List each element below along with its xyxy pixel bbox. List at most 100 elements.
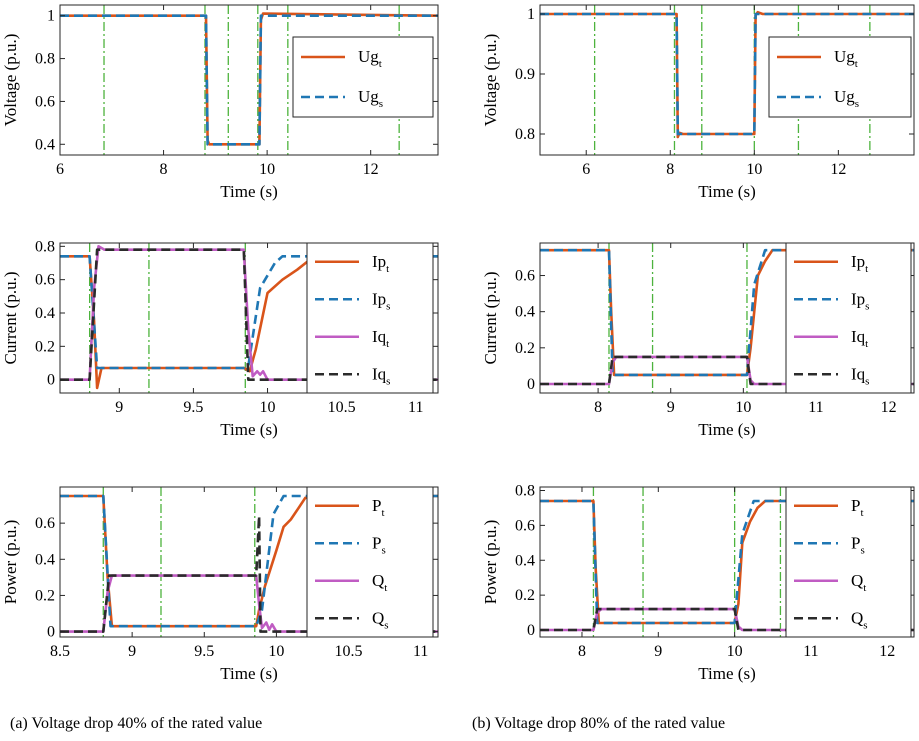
axes-frame [539,4,915,156]
x-tick-label: 12 [830,161,846,178]
x-tick-label: 11 [803,643,818,660]
caption-right: (b) Voltage drop 80% of the rated value [472,715,726,732]
axes-frame [539,486,915,638]
legend: Pt Ps Qt Qs [785,486,912,638]
x-tick-label: 9 [128,643,136,660]
legend-label: Pt [851,496,864,519]
x-tick-label: 12 [879,643,895,660]
chart-panel-6: 8 9 10 11 12 0 0.2 0.4 0.6 0.8 Time (s) Power (p.u.… [481,482,915,683]
x-axis-label: Time (s) [220,182,277,201]
chart-panel-1: 6 8 10 12 0.4 0.6 0.8 1 Time (s) Voltage (p.u.) Ug… [1,4,439,201]
series-line-ip-s [540,248,914,377]
x-tick-label: 11 [808,399,823,416]
y-tick-label: 0 [527,376,535,393]
x-tick-label: 9.5 [194,643,214,660]
series-line-iq-t [60,245,438,382]
x-tick-label: 8 [578,643,586,660]
chart-panel-4: 8 9 10 11 12 0 0.2 0.4 0.6 Time (s) Current (p.u.)… [481,242,915,439]
axes-frame [59,4,439,156]
x-tick-label: 12 [363,161,379,178]
series-line-p-s [540,499,914,625]
x-axis-label: Time (s) [698,182,755,201]
legend-label: Pt [372,496,385,519]
legend-label: Qs [851,608,868,631]
series-line-iq-s [540,355,914,386]
x-tick-label: 9 [667,399,675,416]
x-tick-label: 8 [594,399,602,416]
axes-frame [59,242,439,394]
y-tick-label: 0.8 [35,51,55,68]
y-tick-label: 0 [47,624,55,641]
series-line-q-s [60,514,438,633]
y-tick-label: 0.2 [515,340,535,357]
y-tick-label: 1 [527,6,535,23]
legend: Ipt Ips Iqt Iqs [306,242,434,394]
legend-label: Qs [372,608,389,631]
legend: Ipt Ips Iqt Iqs [785,242,912,394]
x-tick-label: 11 [408,399,423,416]
series-line-ug-s [540,12,914,136]
legend: Ugt Ugs [292,36,434,118]
x-tick-label: 10 [260,399,276,416]
y-tick-label: 0.6 [35,93,55,110]
y-axis-label: Voltage (p.u.) [1,34,20,127]
y-axis-label: Power (p.u.) [1,520,20,605]
series-line-iq-s [60,248,438,382]
legend-label: Ipt [372,252,389,275]
legend-label: Iqs [372,364,390,387]
series-line-p-t [60,494,438,628]
x-tick-label: 10 [746,161,762,178]
x-tick-label: 6 [56,161,64,178]
y-tick-label: 0.4 [35,305,55,322]
y-axis-label: Power (p.u.) [481,520,500,605]
legend-label: Iqs [851,364,869,387]
legend-label: Iqt [372,327,389,350]
series-line-q-s [540,607,914,632]
x-tick-label: 10.5 [328,399,356,416]
axes-frame [539,242,915,394]
x-tick-label: 11 [413,643,428,660]
x-axis-label: Time (s) [220,420,277,439]
chart-panel-5: 8.5 9 9.5 10 10.5 11 0 0.2 0.4 0.6 Time (s) Power (… [1,486,439,683]
legend-label: Ugt [834,47,858,70]
y-tick-label: 0.4 [515,304,535,321]
axes-frame [59,486,439,638]
y-tick-label: 0.6 [515,517,535,534]
legend-label: Ipt [851,252,868,275]
y-tick-label: 0.4 [35,136,55,153]
legend-label: Ps [851,533,865,556]
x-tick-label: 9.5 [183,399,203,416]
legend-label: Qt [851,571,866,594]
y-tick-label: 0 [47,372,55,389]
y-tick-label: 0.2 [515,587,535,604]
x-tick-label: 10 [727,643,743,660]
y-tick-label: 0.2 [35,338,55,355]
y-tick-label: 0.8 [515,482,535,499]
chart-panel-3: 9 9.5 10 10.5 11 0 0.2 0.4 0.6 0.8 Time (s) Current… [1,238,439,439]
y-tick-label: 0.8 [515,126,535,143]
legend-label: Ips [372,289,390,312]
x-tick-label: 10 [259,161,275,178]
y-tick-label: 0.9 [515,66,535,83]
legend-label: Ps [372,533,386,556]
y-axis-label: Voltage (p.u.) [481,34,500,127]
x-axis-label: Time (s) [698,664,755,683]
legend-label: Ips [851,289,869,312]
legend: Pt Ps Qt Qs [306,486,434,638]
legend-label: Ugt [358,47,382,70]
x-tick-label: 6 [582,161,590,178]
x-axis-label: Time (s) [698,420,755,439]
series-line-ug-s [60,14,438,146]
y-tick-label: 0 [527,622,535,639]
x-tick-label: 8.5 [50,643,70,660]
x-tick-label: 10 [268,643,284,660]
caption-left: (a) Voltage drop 40% of the rated value [10,715,263,732]
y-tick-label: 0.8 [35,238,55,255]
y-tick-label: 0.4 [35,551,55,568]
legend-label: Ugs [834,87,859,110]
y-axis-label: Current (p.u.) [481,271,500,364]
x-tick-label: 10.5 [335,643,363,660]
x-axis-label: Time (s) [220,664,277,683]
